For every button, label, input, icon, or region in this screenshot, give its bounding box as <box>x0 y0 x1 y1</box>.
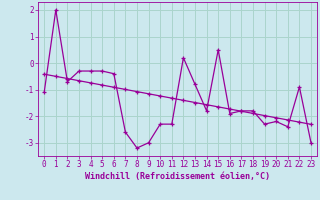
X-axis label: Windchill (Refroidissement éolien,°C): Windchill (Refroidissement éolien,°C) <box>85 172 270 181</box>
